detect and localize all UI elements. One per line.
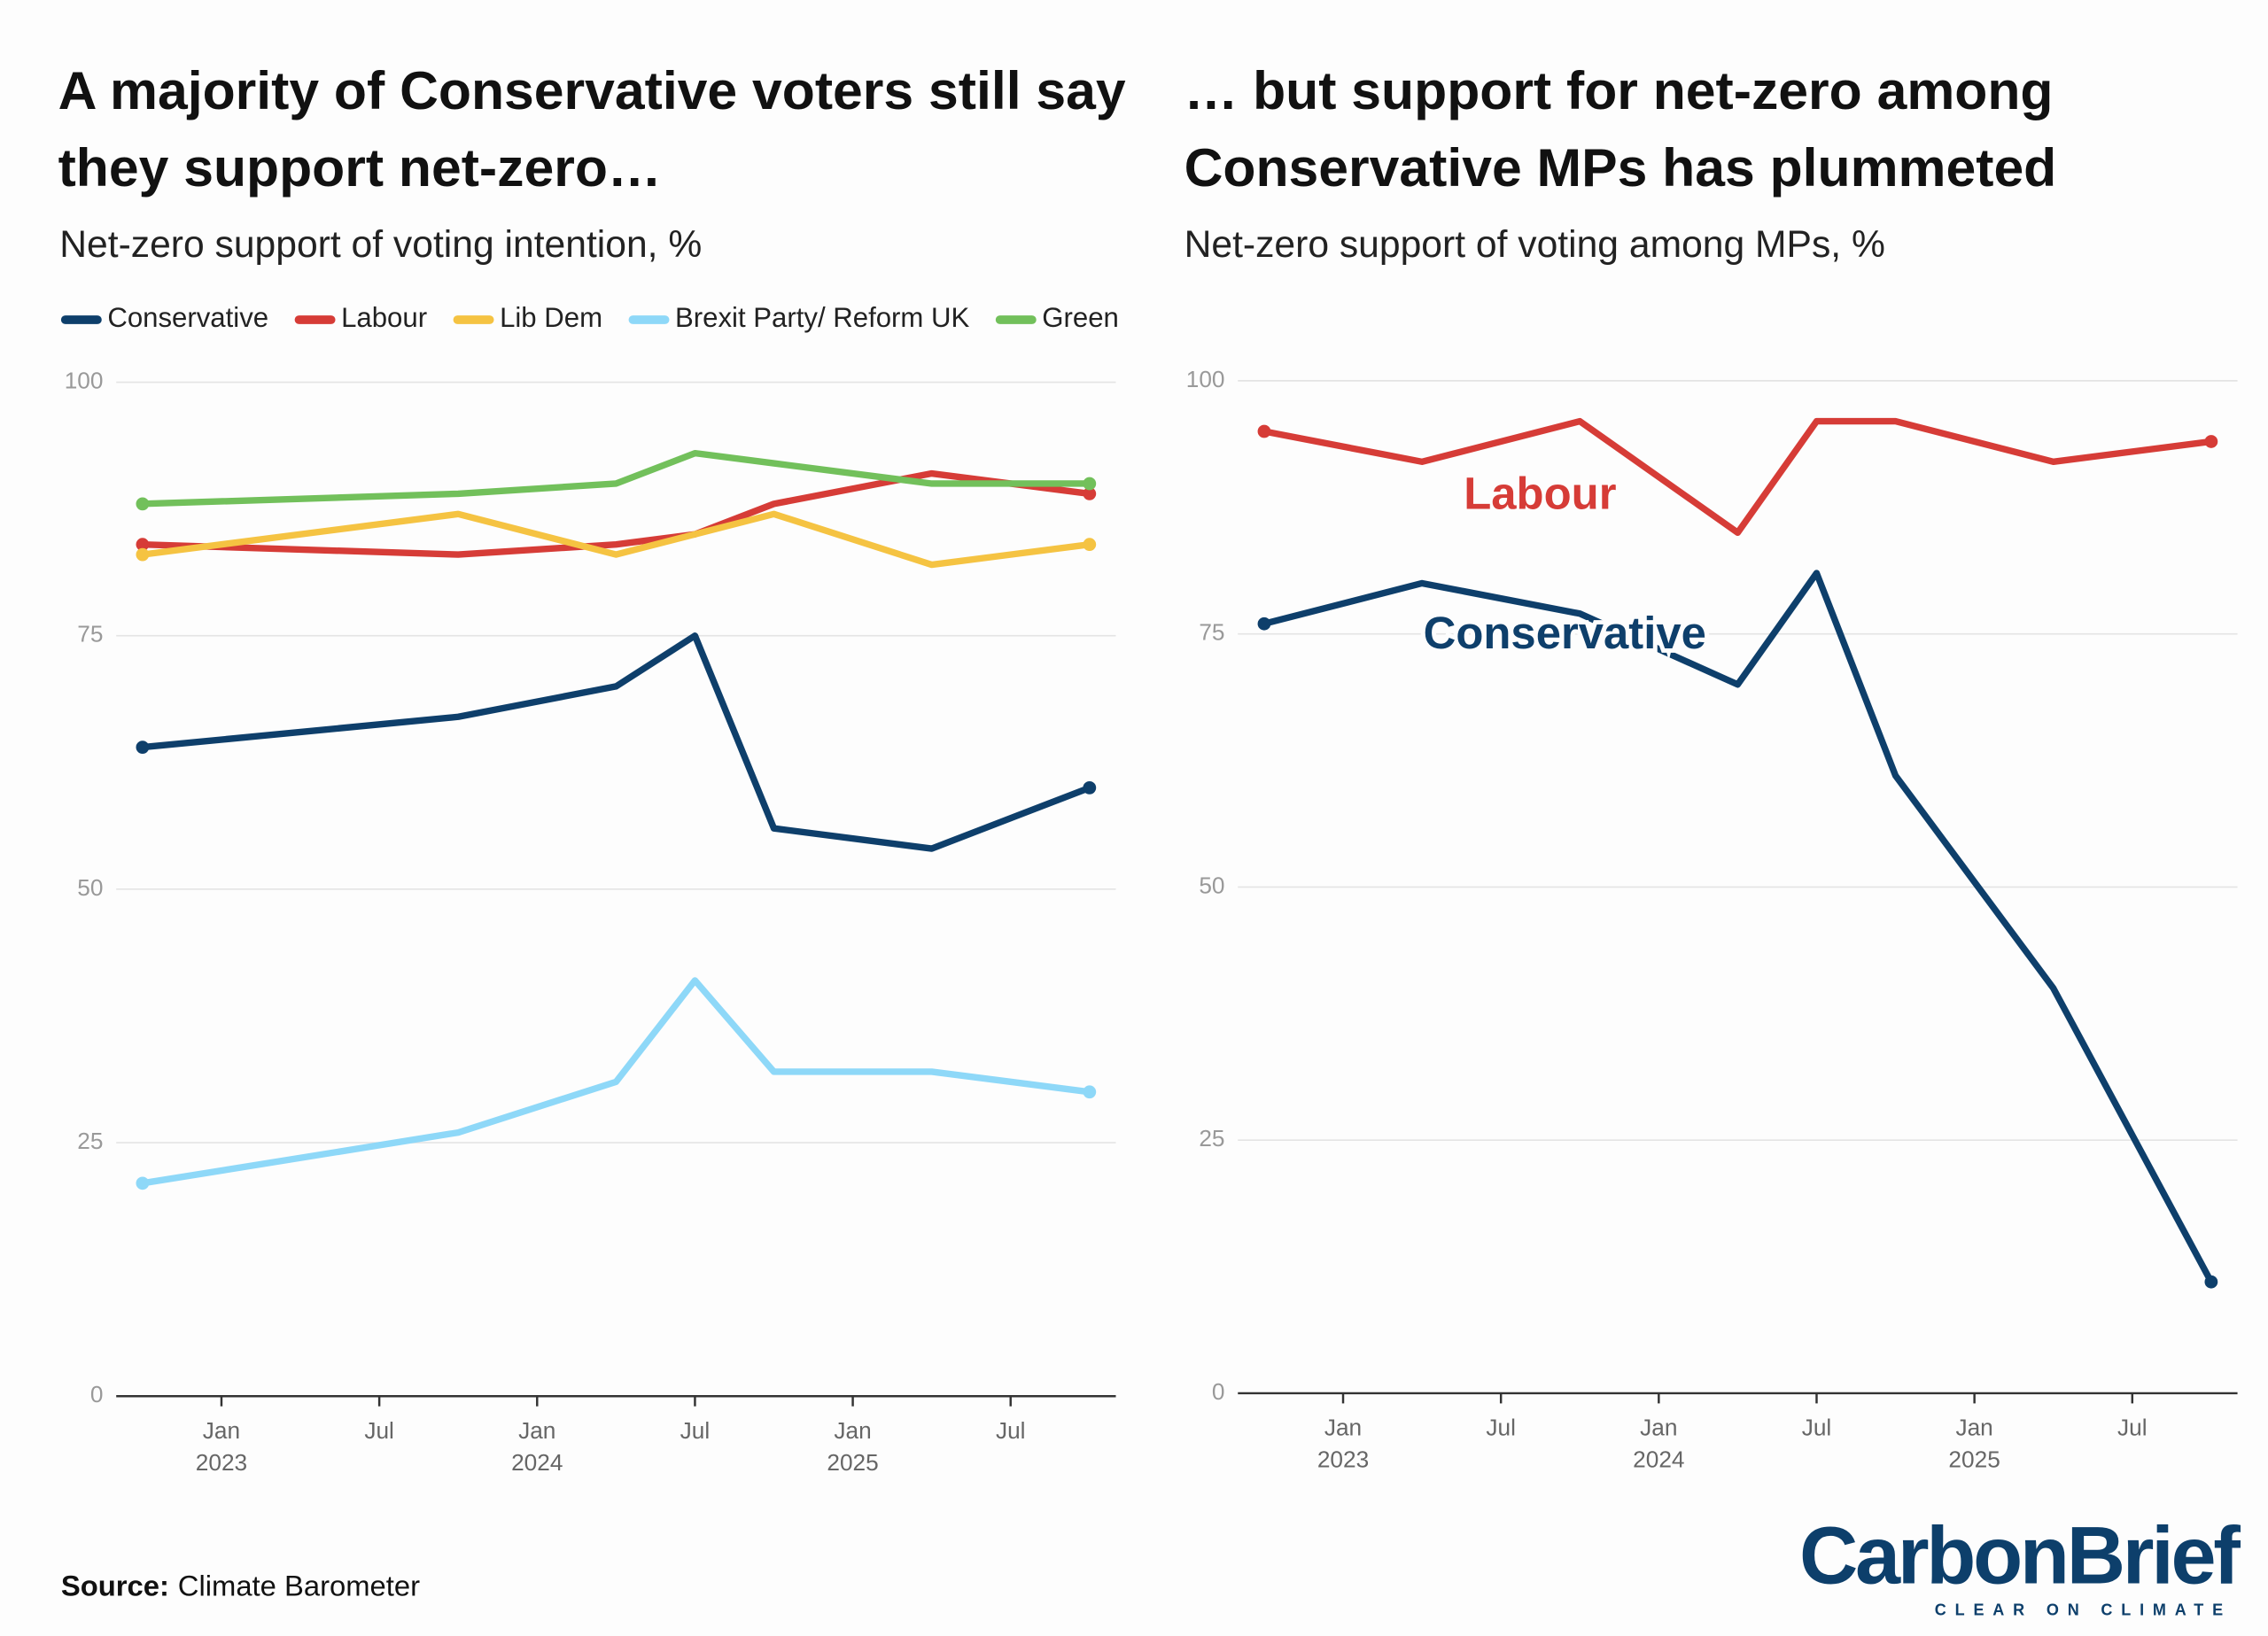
- end-point: [1083, 781, 1097, 795]
- x-tick-box: Jan 2025: [1948, 1416, 2000, 1474]
- x-tick-label: Jan 2025: [827, 1419, 879, 1477]
- chart-title: A majority of Conservative voters still …: [58, 61, 1126, 198]
- y-tick-label: 100: [1186, 366, 1225, 392]
- series-label: Conservative: [1424, 608, 1706, 658]
- x-tick-box: Jul: [364, 1419, 394, 1445]
- x-tick-label: Jul: [2117, 1416, 2148, 1442]
- x-tick-box: Jul: [2117, 1416, 2148, 1442]
- legend-label: Conservative: [107, 302, 268, 333]
- logo: CarbonBrief: [1799, 1510, 2241, 1601]
- y-tick-label: 75: [1199, 619, 1224, 646]
- x-tick-label: Jan 2023: [1317, 1416, 1370, 1474]
- legend-label: Brexit Party/ Reform UK: [675, 302, 969, 333]
- y-tick-label: 100: [65, 367, 104, 393]
- line: [142, 632, 1091, 852]
- source-label: Source:: [61, 1569, 169, 1601]
- chart-subtitle: Net-zero support of voting among MPs, %: [1184, 223, 1885, 266]
- x-tick-label: Jan 2024: [1633, 1416, 1685, 1474]
- line: [142, 449, 1090, 508]
- source: Source: Climate Barometer: [61, 1569, 420, 1601]
- x-tick-label: Jul: [995, 1419, 1026, 1445]
- x-tick-box: Jan 2023: [1317, 1416, 1370, 1474]
- x-tick-box: Jul: [1801, 1416, 1832, 1442]
- source-text: Climate Barometer: [178, 1569, 420, 1601]
- logo-tagline: CLEAR ON CLIMATE: [1935, 1601, 2232, 1619]
- line: [142, 977, 1091, 1187]
- end-point: [1083, 1085, 1097, 1099]
- end-point: [1083, 538, 1097, 552]
- x-tick-box: Jan 2025: [827, 1419, 879, 1477]
- end-point: [136, 1176, 150, 1190]
- series-label: Labour: [1464, 468, 1616, 518]
- y-tick-label: 25: [77, 1128, 103, 1154]
- x-tick-label: Jan 2025: [1948, 1416, 2000, 1474]
- x-tick-label: Jul: [680, 1419, 711, 1445]
- legend-label: Lib Dem: [500, 302, 602, 333]
- end-point: [136, 740, 150, 754]
- x-tick-label: Jan 2024: [511, 1419, 563, 1477]
- end-point: [136, 547, 150, 562]
- x-tick-box: Jan 2023: [195, 1419, 248, 1477]
- y-tick-label: 50: [77, 874, 103, 901]
- x-tick-label: Jul: [1486, 1416, 1516, 1442]
- x-tick-box: Jul: [995, 1419, 1026, 1445]
- chart-subtitle: Net-zero support of voting intention, %: [59, 223, 702, 266]
- y-tick-label: 50: [1199, 872, 1224, 898]
- x-tick-box: Jul: [680, 1419, 711, 1445]
- end-point: [1257, 424, 1271, 438]
- title-box: A majority of Conservative voters still …: [58, 61, 1126, 198]
- y-tick-label: 25: [1199, 1125, 1224, 1151]
- end-point: [136, 538, 150, 552]
- x-tick-label: Jul: [1801, 1416, 1832, 1442]
- title-box: … but support for net-zero among Conserv…: [1184, 61, 2057, 198]
- x-tick-box: Jan 2024: [1633, 1416, 1685, 1474]
- x-tick-label: Jan 2023: [195, 1419, 248, 1477]
- line: [142, 510, 1091, 569]
- end-point: [136, 497, 150, 511]
- x-tick-box: Jan 2024: [511, 1419, 563, 1477]
- y-tick-label: 0: [90, 1381, 104, 1407]
- y-tick-label: 75: [77, 621, 103, 647]
- x-tick-label: Jul: [364, 1419, 394, 1445]
- end-point: [1083, 487, 1097, 500]
- end-point: [2204, 435, 2218, 448]
- legend-label: Green: [1042, 302, 1119, 333]
- line: [1263, 570, 2215, 1283]
- end-point: [1257, 616, 1271, 631]
- line: [1263, 417, 2212, 537]
- x-tick-box: Jul: [1486, 1416, 1516, 1442]
- y-tick-label: 0: [1212, 1378, 1225, 1405]
- end-point: [1083, 477, 1097, 491]
- legend-label: Labour: [341, 302, 427, 333]
- end-point: [2204, 1275, 2218, 1289]
- chart-title: … but support for net-zero among Conserv…: [1184, 61, 2057, 198]
